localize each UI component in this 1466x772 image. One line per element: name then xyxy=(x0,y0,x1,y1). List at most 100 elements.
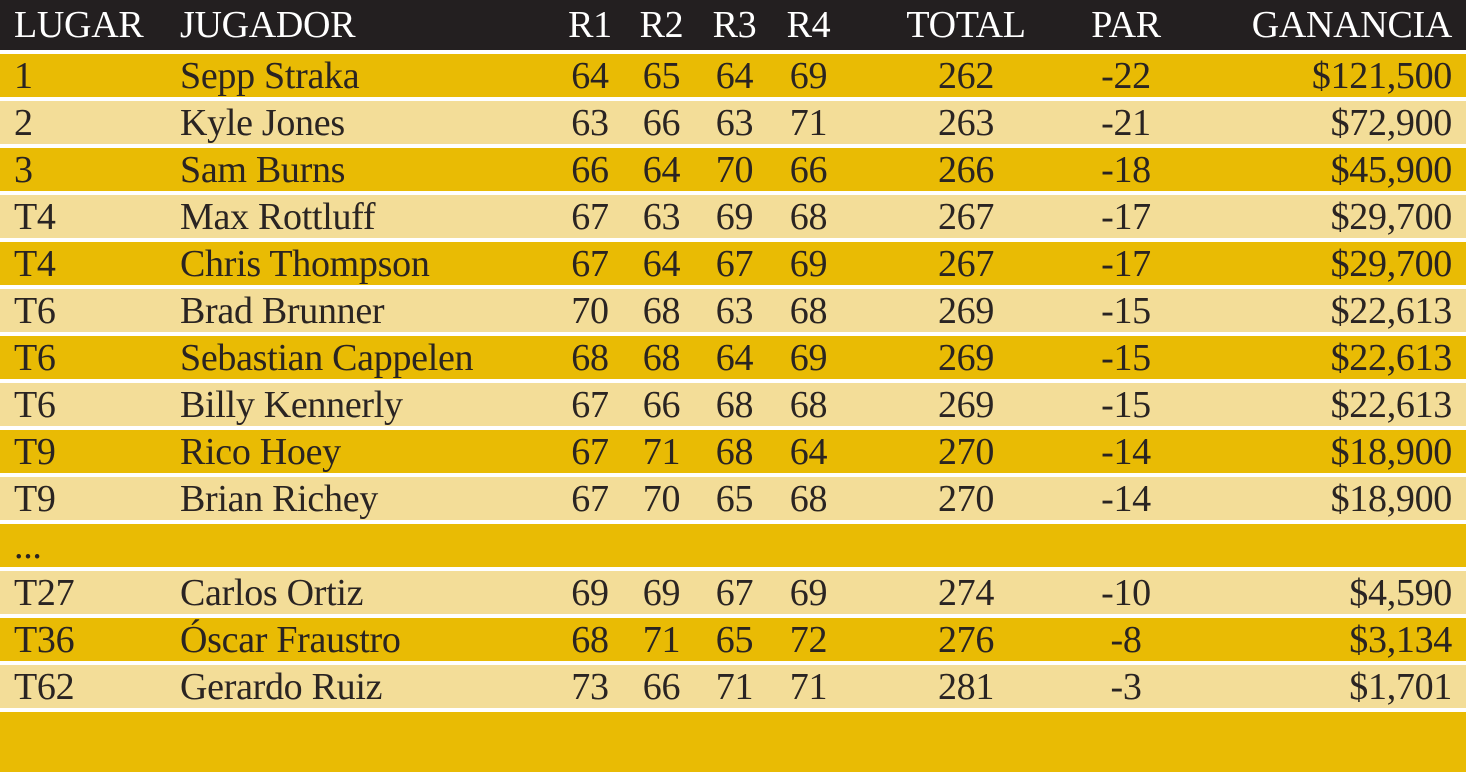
cell-lugar: ... xyxy=(14,524,42,567)
table-row: T36 Óscar Fraustro 68 71 65 72 276 -8 $3… xyxy=(0,616,1466,663)
cell-lugar: T27 xyxy=(14,571,75,614)
cell-r2 xyxy=(625,522,698,569)
cell-r4: 72 xyxy=(789,618,828,661)
cell-r2: 64 xyxy=(642,148,681,191)
table-row: T62 Gerardo Ruiz 73 66 71 71 281 -3 $1,7… xyxy=(0,663,1466,710)
cell-total xyxy=(846,522,1086,569)
cell-r3: 71 xyxy=(715,665,754,708)
cell-r2: 66 xyxy=(642,101,681,144)
cell-jugador: Billy Kennerly xyxy=(180,383,403,426)
cell-r4: 71 xyxy=(789,665,828,708)
cell-r4 xyxy=(771,522,846,569)
cell-r2: 68 xyxy=(642,289,681,332)
cell-ganancia: $72,900 xyxy=(1330,101,1453,144)
cell-r3: 64 xyxy=(715,54,754,97)
cell-jugador: Kyle Jones xyxy=(180,101,345,144)
table-row: ... xyxy=(0,522,1466,569)
cell-total: 270 xyxy=(937,477,995,520)
cell-r1: 68 xyxy=(571,618,609,661)
cell-ganancia xyxy=(1166,522,1466,569)
table-row: T6 Brad Brunner 70 68 63 68 269 -15 $22,… xyxy=(0,287,1466,334)
table-row: T4 Max Rottluff 67 63 69 68 267 -17 $29,… xyxy=(0,193,1466,240)
cell-par: -15 xyxy=(1101,289,1151,332)
cell-jugador: Rico Hoey xyxy=(180,430,341,473)
cell-r1: 67 xyxy=(571,477,609,520)
cell-ganancia: $29,700 xyxy=(1330,195,1453,238)
cell-r4: 69 xyxy=(789,571,828,614)
header-row: LUGAR JUGADOR R1 R2 R3 R4 TOTAL PAR GANA… xyxy=(0,0,1466,52)
cell-total: 267 xyxy=(937,242,995,285)
cell-jugador: Max Rottluff xyxy=(180,195,376,238)
cell-r2: 63 xyxy=(642,195,681,238)
cell-r4: 68 xyxy=(789,383,828,426)
cell-ganancia: $3,134 xyxy=(1349,618,1452,661)
table-row: T4 Chris Thompson 67 64 67 69 267 -17 $2… xyxy=(0,240,1466,287)
cell-r1: 67 xyxy=(571,430,609,473)
cell-par: -22 xyxy=(1101,54,1151,97)
cell-r3: 67 xyxy=(715,242,754,285)
cell-r1: 67 xyxy=(571,383,609,426)
cell-par: -21 xyxy=(1101,101,1151,144)
cell-ganancia: $1,701 xyxy=(1349,665,1452,708)
cell-r2: 68 xyxy=(642,336,681,379)
cell-r4: 66 xyxy=(789,148,828,191)
cell-r3: 64 xyxy=(715,336,754,379)
cell-r3: 63 xyxy=(715,101,754,144)
column-header-jugador: JUGADOR xyxy=(180,4,356,46)
cell-r3: 69 xyxy=(715,195,754,238)
cell-r4: 68 xyxy=(789,289,828,332)
cell-r1 xyxy=(555,522,625,569)
cell-ganancia: $18,900 xyxy=(1330,477,1453,520)
cell-r1: 67 xyxy=(571,195,609,238)
cell-total: 281 xyxy=(937,665,995,708)
cell-r2: 70 xyxy=(642,477,681,520)
cell-jugador: Sam Burns xyxy=(180,148,346,191)
cell-jugador: Chris Thompson xyxy=(180,242,430,285)
cell-par xyxy=(1086,522,1166,569)
cell-r3: 65 xyxy=(715,477,754,520)
cell-ganancia: $121,500 xyxy=(1311,54,1452,97)
table-row: T9 Brian Richey 67 70 65 68 270 -14 $18,… xyxy=(0,475,1466,522)
column-header-r4: R4 xyxy=(786,4,831,46)
cell-r4: 71 xyxy=(789,101,828,144)
cell-ganancia: $4,590 xyxy=(1349,571,1452,614)
table-row: T9 Rico Hoey 67 71 68 64 270 -14 $18,900 xyxy=(0,428,1466,475)
cell-r1: 73 xyxy=(571,665,609,708)
cell-r2: 71 xyxy=(642,430,681,473)
column-header-r3: R3 xyxy=(712,4,757,46)
cell-lugar: 2 xyxy=(14,101,33,144)
cell-r3 xyxy=(698,522,771,569)
cell-ganancia: $22,613 xyxy=(1330,383,1453,426)
table-row: T27 Carlos Ortiz 69 69 67 69 274 -10 $4,… xyxy=(0,569,1466,616)
cell-par: -10 xyxy=(1101,571,1151,614)
cell-par: -15 xyxy=(1101,383,1151,426)
cell-r2: 71 xyxy=(642,618,681,661)
cell-lugar: T36 xyxy=(14,618,75,661)
cell-r2: 69 xyxy=(642,571,681,614)
table-row: T6 Sebastian Cappelen 68 68 64 69 269 -1… xyxy=(0,334,1466,381)
cell-r4: 64 xyxy=(789,430,828,473)
cell-total: 263 xyxy=(937,101,995,144)
cell-par: -3 xyxy=(1110,665,1142,708)
cell-ganancia: $18,900 xyxy=(1330,430,1453,473)
cell-r1: 68 xyxy=(571,336,609,379)
table-row: 1 Sepp Straka 64 65 64 69 262 -22 $121,5… xyxy=(0,52,1466,99)
cell-r2: 64 xyxy=(642,242,681,285)
cell-total: 270 xyxy=(937,430,995,473)
cell-jugador: Brian Richey xyxy=(180,477,378,520)
cell-total: 269 xyxy=(937,289,995,332)
column-header-total: TOTAL xyxy=(906,4,1026,46)
cell-jugador: Óscar Fraustro xyxy=(180,618,401,661)
cell-r1: 63 xyxy=(571,101,609,144)
cell-par: -8 xyxy=(1110,618,1142,661)
cell-jugador: Sebastian Cappelen xyxy=(180,336,474,379)
cell-par: -14 xyxy=(1101,477,1151,520)
cell-r3: 68 xyxy=(715,383,754,426)
cell-r1: 69 xyxy=(571,571,609,614)
cell-par: -15 xyxy=(1101,336,1151,379)
cell-lugar: 1 xyxy=(14,54,33,97)
cell-r4: 69 xyxy=(789,242,828,285)
cell-r3: 67 xyxy=(715,571,754,614)
cell-total: 269 xyxy=(937,336,995,379)
cell-r1: 64 xyxy=(571,54,609,97)
